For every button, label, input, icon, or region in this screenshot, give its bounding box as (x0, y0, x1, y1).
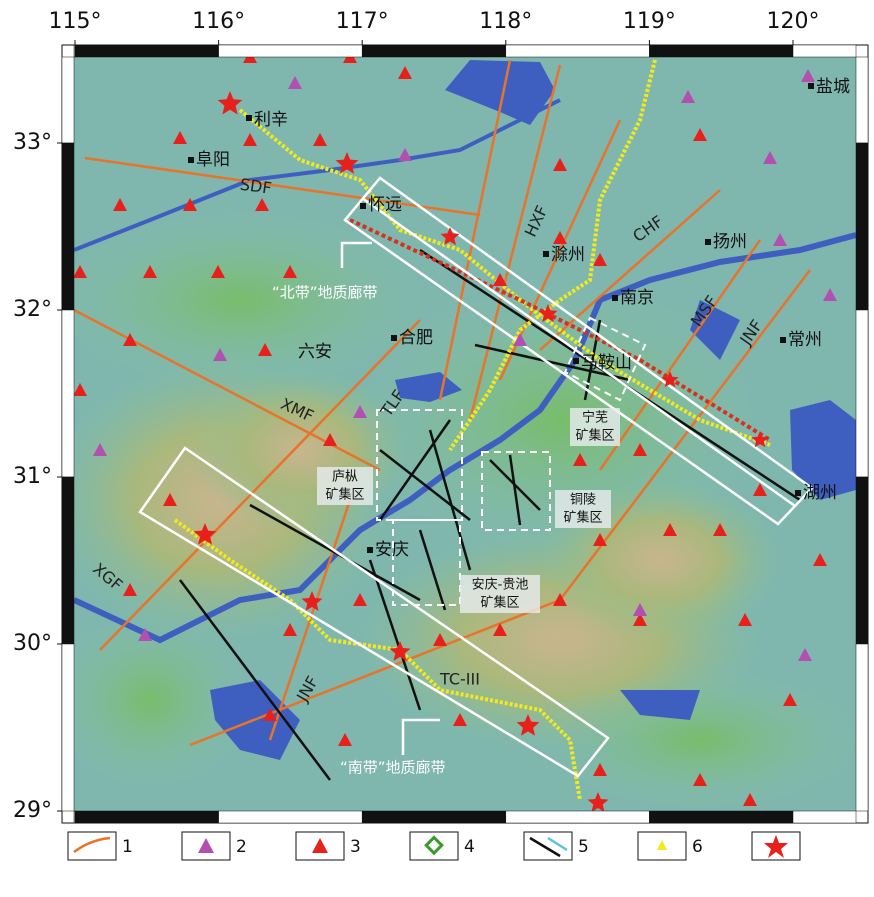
graticule-bar (62, 57, 74, 143)
lon-tick-label: 115° (49, 9, 102, 34)
city-label: 南京 (620, 288, 654, 308)
ore-label: 铜陵 (570, 493, 596, 508)
ore-label: 矿集区 (325, 487, 364, 503)
graticule-bar (649, 45, 793, 57)
graticule-bar (856, 310, 868, 477)
legend-label: 4 (464, 837, 475, 857)
graticule-bar (856, 477, 868, 644)
graticule-bar (75, 45, 219, 57)
lon-tick-label: 117° (336, 9, 389, 34)
ore-label: 矿集区 (563, 510, 602, 526)
map-figure: 利辛 阜阳 怀远 滁州 扬州 盐城 南京 合肥 六安 马鞍山 常州 安庆 湖州 … (0, 0, 874, 893)
ore-label: 矿集区 (575, 428, 614, 444)
ore-label: 矿集区 (480, 595, 519, 611)
ore-label: 庐枞 (332, 470, 358, 485)
city-label: 滁州 (551, 245, 585, 265)
ore-label: 宁芜 (582, 410, 608, 426)
city-label: 常州 (788, 330, 822, 350)
graticule-bar (793, 45, 856, 57)
graticule-bar (506, 45, 650, 57)
city-label: 怀远 (368, 195, 402, 215)
lon-tick-label: 118° (479, 9, 532, 34)
ore-label: 安庆-贵池 (472, 578, 529, 593)
graticule-bar (62, 644, 74, 811)
city-label: 阜阳 (196, 150, 230, 170)
legend-label: 5 (578, 837, 589, 857)
legend: 1 2 3 4 5 6 (68, 832, 800, 860)
lon-tick-label: 120° (767, 9, 820, 34)
profile-label: TC-III (439, 670, 480, 689)
lat-tick-label: 31° (13, 464, 52, 489)
graticule-bar (793, 811, 856, 823)
city-label: 利辛 (254, 110, 288, 130)
city-label: 湖州 (803, 483, 837, 503)
city-label: 六安 (298, 342, 332, 362)
graticule-bar (506, 811, 650, 823)
graticule-bar (856, 143, 868, 310)
lon-tick-label: 116° (192, 9, 245, 34)
graticule-bar (219, 811, 363, 823)
city-label: 合肥 (399, 328, 433, 348)
city-label: 扬州 (713, 232, 747, 252)
graticule-bar (362, 45, 506, 57)
lat-tick-label: 30° (13, 631, 52, 656)
city-label: 安庆 (375, 540, 409, 560)
graticule-bar (62, 477, 74, 644)
graticule-bar (856, 57, 868, 143)
legend-label: 2 (236, 837, 247, 857)
graticule-bar (62, 310, 74, 477)
graticule-bar (75, 811, 219, 823)
city-label: 马鞍山 (581, 353, 632, 373)
graticule-bar (62, 143, 74, 310)
city-label: 盐城 (816, 77, 850, 97)
legend-label: 6 (692, 837, 703, 857)
lat-tick-label: 33° (13, 130, 52, 155)
legend-label: 3 (350, 837, 361, 857)
legend-label: 1 (122, 837, 133, 857)
terrain (50, 50, 860, 812)
graticule-bar (362, 811, 506, 823)
graticule-bar (219, 45, 363, 57)
graticule-bar (649, 811, 793, 823)
graticule-bar (856, 644, 868, 811)
belt-label: “南带”地质廊带 (340, 759, 446, 777)
lon-tick-label: 119° (623, 9, 676, 34)
lat-tick-label: 32° (13, 297, 52, 322)
belt-label: “北带”地质廊带 (272, 284, 378, 302)
lat-tick-label: 29° (13, 798, 52, 823)
